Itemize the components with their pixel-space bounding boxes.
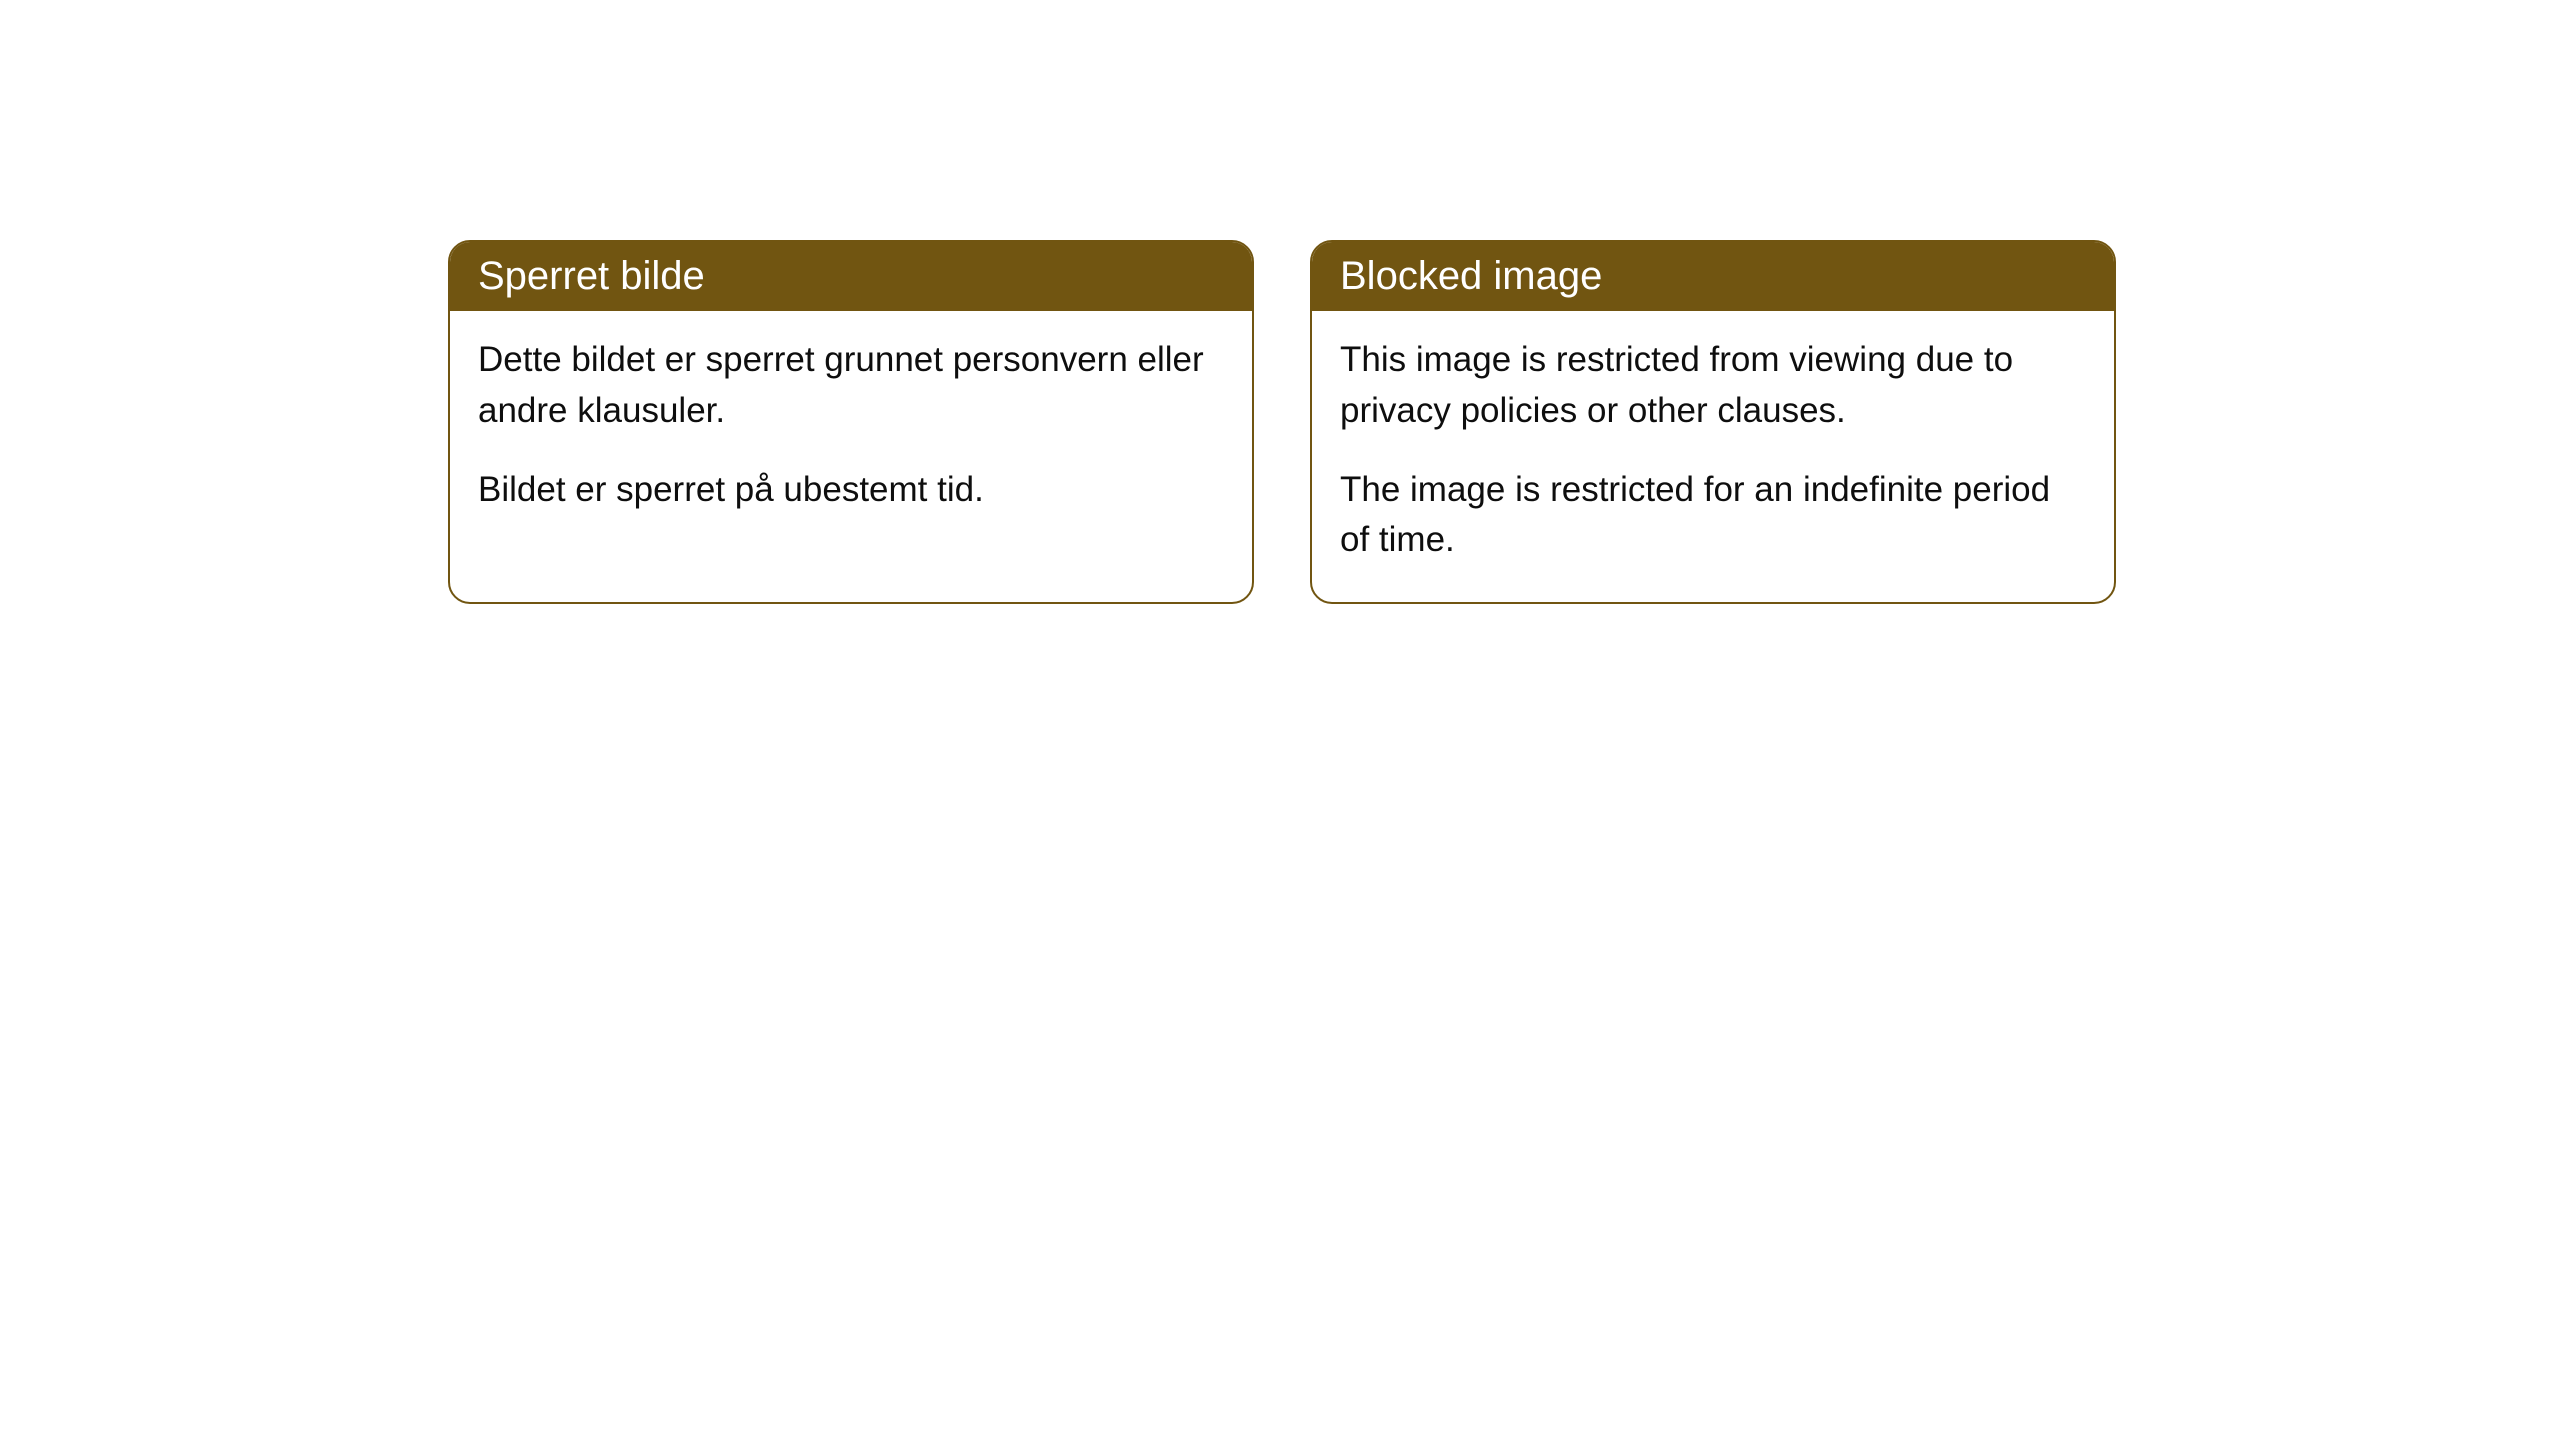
notice-card-norwegian: Sperret bilde Dette bildet er sperret gr… — [448, 240, 1254, 604]
card-body-line-2: Bildet er sperret på ubestemt tid. — [478, 465, 1224, 516]
card-body: Dette bildet er sperret grunnet personve… — [450, 311, 1252, 551]
card-header: Sperret bilde — [450, 242, 1252, 311]
card-body-line-2: The image is restricted for an indefinit… — [1340, 465, 2086, 567]
notice-card-english: Blocked image This image is restricted f… — [1310, 240, 2116, 604]
card-title: Blocked image — [1340, 254, 1602, 298]
card-header: Blocked image — [1312, 242, 2114, 311]
card-title: Sperret bilde — [478, 254, 705, 298]
card-body-line-1: Dette bildet er sperret grunnet personve… — [478, 335, 1224, 437]
notice-cards-container: Sperret bilde Dette bildet er sperret gr… — [448, 240, 2560, 604]
card-body: This image is restricted from viewing du… — [1312, 311, 2114, 602]
card-body-line-1: This image is restricted from viewing du… — [1340, 335, 2086, 437]
